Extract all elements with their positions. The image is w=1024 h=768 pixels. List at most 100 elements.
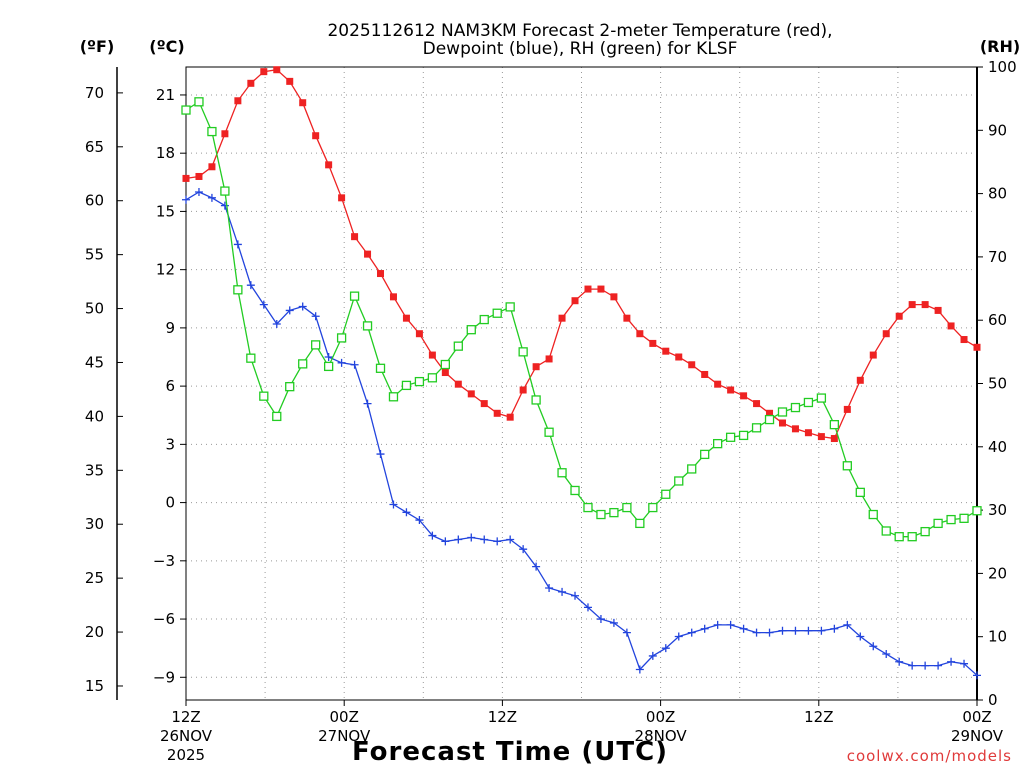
credit-text: coolwx.com/models [847,747,1012,765]
dewpoint-point [415,516,424,525]
temperature-point [778,419,786,427]
dewpoint-point [311,312,320,321]
dewpoint-point [207,193,216,202]
dewpoint-point [350,360,359,369]
dewpoint-point [765,628,774,637]
rh-point [972,506,982,516]
temperature-point [506,413,514,421]
rh-point [700,449,710,460]
dewpoint-point [843,620,852,629]
temperature-point [364,250,372,258]
rh-point [311,340,321,350]
rh-point [816,393,827,403]
dewpoint-point [194,188,203,197]
celsius-tick-label: 3 [165,435,175,453]
dewpoint-line [185,191,978,676]
dewpoint-point [856,632,865,641]
dewpoint-point [493,537,502,546]
fahrenheit-tick-label: 15 [85,677,104,695]
temperature-point [558,314,566,322]
dewpoint-point [908,661,917,670]
rh-point [557,468,567,478]
temperature-point [921,301,929,309]
rh-point [829,419,840,430]
rh-point [531,395,541,405]
rh-point [842,461,852,471]
temperature-point [856,376,864,384]
chart-title-line-1: 2025112612 NAM3KM Forecast 2-meter Tempe… [327,21,832,41]
fahrenheit-tick-label: 65 [85,138,104,156]
temperature-point [377,270,385,278]
rh-point [414,376,425,387]
rh-point [803,397,814,408]
celsius-tick-label: 6 [165,377,175,395]
temperature-point [454,380,462,388]
rh-point [855,487,865,498]
rh-point [596,509,606,520]
dewpoint-point [571,591,580,600]
rh-point [609,507,619,518]
rh-tick-label: 80 [988,185,1007,203]
temperature-point [766,409,774,417]
rh-tick-label: 100 [988,58,1017,76]
temperature-point [480,400,488,408]
temperature-point [532,363,540,371]
temperature-point [649,339,657,347]
rh-tick-label: 50 [988,375,1007,393]
temperature-point [610,293,618,301]
rh-point [583,502,593,513]
dewpoint-point [441,537,450,546]
dewpoint-point [622,628,631,637]
rh-point [648,502,658,513]
rh-point [518,347,528,357]
rh-tick-label: 90 [988,121,1007,139]
temperature-point [493,409,501,417]
rh-point [492,308,502,318]
temperature-point [623,314,631,322]
temperature-point [597,285,605,293]
rh-point [894,532,904,542]
rh-tick-label: 40 [988,438,1007,456]
fahrenheit-tick-label: 40 [85,407,104,425]
temperature-point [519,386,527,394]
rh-point [285,382,295,392]
temperature-point [791,425,799,433]
dewpoint-point [363,399,372,408]
temperature-point [234,97,242,105]
rh-point [401,380,412,391]
fahrenheit-tick-label: 25 [85,569,104,587]
temperature-point [636,330,644,338]
dewpoint-point [220,201,229,210]
x-tick-label: 12Z [488,708,517,726]
celsius-tick-label: −9 [153,668,175,686]
dewpoint-point [480,535,489,544]
temperature-point [960,336,968,344]
temperature-point [882,330,890,338]
dewpoint-point [739,624,748,633]
x-tick-date-label: 28NOV [635,727,688,745]
fahrenheit-tick-label: 35 [85,461,104,479]
dewpoint-point [791,626,800,635]
temperature-point [817,433,825,441]
dewpoint-point [583,603,592,612]
rh-tick-label: 20 [988,564,1007,582]
rh-point [570,485,580,496]
celsius-unit-label: (ºC) [149,37,184,56]
rh-point [194,97,204,107]
rh-point [777,407,788,417]
dewpoint-point [389,500,398,509]
temperature-point [273,66,281,74]
temperature-point [351,233,359,241]
celsius-tick-label: 0 [165,494,175,512]
rh-point [946,514,956,525]
x-tick-label: 12Z [804,708,833,726]
dewpoint-point [259,300,268,309]
rh-point [713,438,723,449]
rh-point [622,502,632,513]
rh-unit-label: (RH) [980,37,1020,56]
temperature-point [934,306,942,314]
rh-point [453,341,463,351]
rh-point [881,526,891,536]
x-tick-label: 00Z [330,708,359,726]
fahrenheit-tick-label: 55 [85,246,104,264]
